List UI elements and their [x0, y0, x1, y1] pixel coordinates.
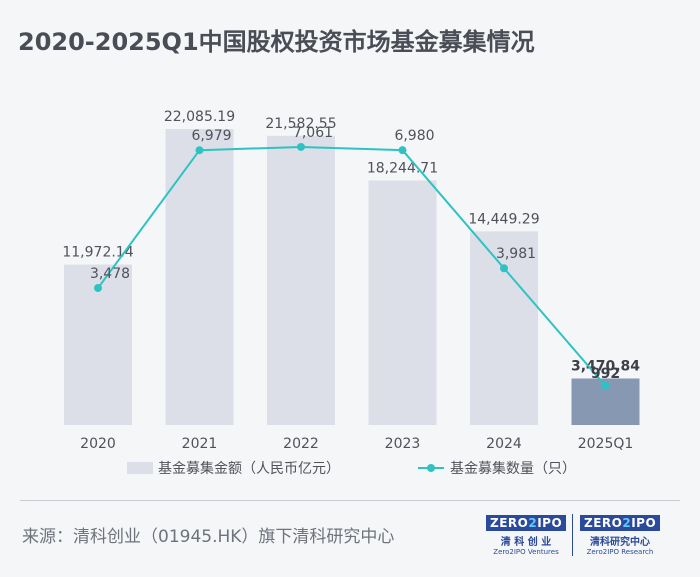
x-tick-2022: 2022 [283, 436, 319, 452]
x-tick-2023: 2023 [385, 436, 421, 452]
zero2ipo-research-logo: ZERO2IPO 清科研究中心 Zero2IPO Research [580, 512, 661, 556]
x-tick-2021: 2021 [182, 436, 218, 452]
x-tick-2020: 2020 [80, 436, 116, 452]
bar-2024 [470, 231, 538, 425]
line-point-2020 [94, 284, 102, 293]
bar-2021 [165, 129, 234, 425]
line-point-2024 [500, 264, 508, 273]
x-axis-ticks: 2020 2021 2022 2023 2024 2025Q1 [80, 436, 633, 452]
line-point-2021 [195, 146, 204, 155]
source-note: 来源：清科创业（01945.HK）旗下清科研究中心 [22, 527, 395, 547]
line-series: 3,478 6,979 7,061 6,980 3,981 992 [90, 125, 620, 390]
legend-line-marker [427, 464, 435, 472]
legend: 基金募集金额（人民币亿元） 基金募集数量（只） [127, 460, 576, 477]
line-path [97, 145, 607, 387]
legend-bar-label: 基金募集金额（人民币亿元） [158, 460, 340, 477]
legend-line-label: 基金募集数量（只） [450, 460, 576, 477]
line-label-2022: 7,061 [293, 125, 333, 141]
bar-2023 [368, 180, 437, 425]
bar-label-2024: 14,449.29 [468, 211, 539, 227]
line-label-2023: 6,980 [394, 128, 434, 144]
bar-label-2020: 11,972.14 [62, 245, 133, 261]
x-tick-2025Q1: 2025Q1 [578, 436, 634, 452]
footer-divider [20, 500, 680, 501]
line-point-2022 [297, 142, 305, 151]
combo-chart: 11,972.14 22,085.19 21,582.55 18,244.71 14,4… [62, 109, 640, 477]
bar-label-2022: 21,582.55 [265, 116, 336, 132]
line-point-2025Q1 [601, 381, 610, 390]
chart-title: 2020-2025Q1中国股权投资市场基金募集情况 [18, 28, 535, 56]
line-label-2024: 3,981 [496, 246, 536, 262]
legend-bar-swatch [127, 462, 153, 474]
bar-label-2021: 22,085.19 [164, 109, 235, 125]
line-label-2020: 3,478 [90, 266, 130, 282]
bar-series: 11,972.14 22,085.19 21,582.55 18,244.71 14,4… [62, 109, 640, 425]
bar-2022 [267, 135, 335, 425]
line-label-2021: 6,979 [191, 128, 231, 144]
line-label-2025Q1: 992 [591, 366, 620, 382]
x-tick-2024: 2024 [486, 436, 522, 452]
zero2ipo-ventures-logo: ZERO2IPO 清 科 创 业 Zero2IPO Ventures [486, 512, 567, 556]
bar-label-2025Q1: 3,470.84 [571, 358, 640, 374]
bar-label-2023: 18,244.71 [367, 161, 438, 177]
logo-separator [572, 514, 573, 556]
line-point-2023 [398, 146, 407, 155]
